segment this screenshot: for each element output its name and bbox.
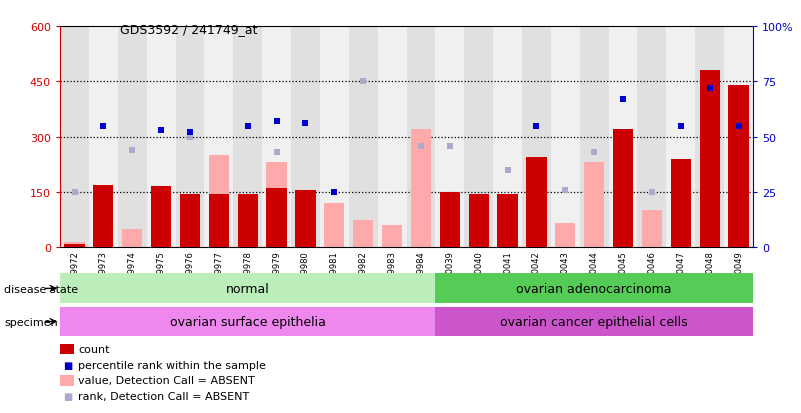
Bar	[60, 307, 436, 337]
Bar	[584, 163, 604, 248]
Bar	[699, 71, 720, 248]
Bar	[436, 274, 753, 304]
Bar	[551, 27, 580, 248]
Bar	[724, 27, 753, 248]
Bar	[638, 27, 666, 248]
Bar	[233, 27, 262, 248]
Bar	[436, 27, 465, 248]
Bar	[670, 159, 691, 248]
Bar	[147, 27, 175, 248]
Bar	[180, 195, 200, 248]
Bar	[526, 158, 546, 248]
Bar	[440, 192, 460, 248]
Bar	[93, 185, 114, 248]
Bar	[324, 204, 344, 248]
Text: disease state: disease state	[4, 285, 78, 294]
Bar	[382, 225, 402, 248]
Bar	[151, 187, 171, 248]
Bar	[465, 27, 493, 248]
Bar	[291, 27, 320, 248]
Bar	[613, 130, 633, 248]
Bar	[118, 27, 147, 248]
Bar	[695, 27, 724, 248]
Bar	[238, 195, 258, 248]
Text: ovarian surface epithelia: ovarian surface epithelia	[170, 315, 326, 328]
Bar	[60, 27, 89, 248]
Bar	[296, 224, 316, 248]
Bar	[267, 163, 287, 248]
Bar	[493, 27, 522, 248]
Bar	[204, 27, 233, 248]
Bar	[89, 27, 118, 248]
Bar	[262, 27, 291, 248]
Text: percentile rank within the sample: percentile rank within the sample	[78, 360, 267, 370]
Bar	[580, 27, 609, 248]
Bar	[728, 86, 749, 248]
Text: ■: ■	[62, 360, 72, 370]
Text: ovarian cancer epithelial cells: ovarian cancer epithelial cells	[501, 315, 688, 328]
Text: GDS3592 / 241749_at: GDS3592 / 241749_at	[120, 23, 258, 36]
Bar	[122, 229, 143, 248]
Bar	[377, 27, 406, 248]
Text: count: count	[78, 344, 110, 354]
Bar	[267, 189, 287, 248]
Bar	[411, 130, 431, 248]
Text: specimen: specimen	[4, 317, 58, 327]
Bar	[555, 224, 575, 248]
Text: ovarian adenocarcinoma: ovarian adenocarcinoma	[517, 282, 672, 295]
Bar	[469, 237, 489, 248]
Bar	[296, 191, 316, 248]
Bar	[666, 27, 695, 248]
Text: normal: normal	[226, 282, 270, 295]
Text: value, Detection Call = ABSENT: value, Detection Call = ABSENT	[78, 375, 256, 385]
Text: rank, Detection Call = ABSENT: rank, Detection Call = ABSENT	[78, 391, 250, 401]
Bar	[60, 274, 436, 304]
Bar	[613, 163, 633, 248]
Bar	[209, 195, 229, 248]
Text: ■: ■	[62, 391, 72, 401]
Bar	[642, 211, 662, 248]
Bar	[64, 244, 85, 248]
Bar	[175, 27, 204, 248]
Bar	[406, 27, 436, 248]
Bar	[469, 195, 489, 248]
Bar	[64, 242, 85, 248]
Bar	[497, 240, 517, 248]
Bar	[348, 27, 377, 248]
Bar	[320, 27, 348, 248]
Bar	[522, 27, 551, 248]
Bar	[436, 307, 753, 337]
Bar	[497, 195, 517, 248]
Bar	[209, 156, 229, 248]
Bar	[609, 27, 638, 248]
Bar	[353, 220, 373, 248]
